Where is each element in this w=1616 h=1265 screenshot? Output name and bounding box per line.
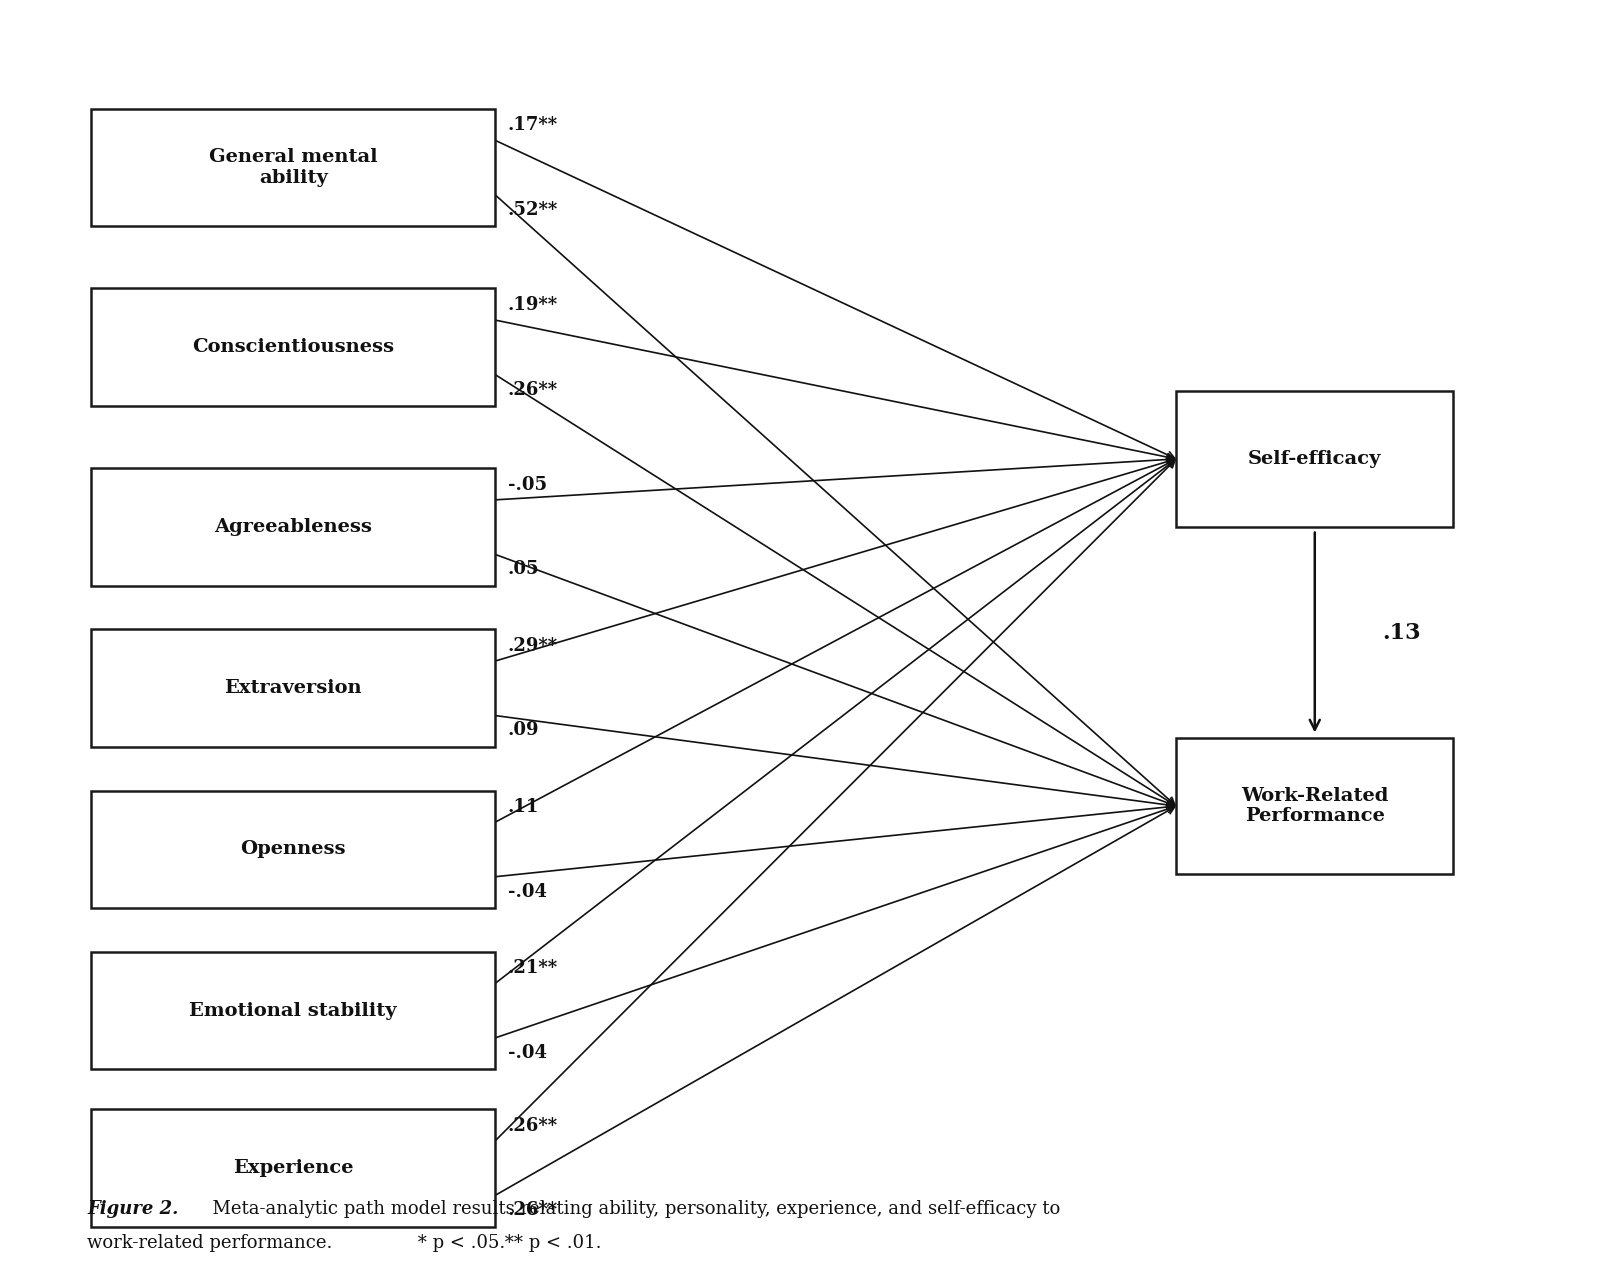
Text: .26**: .26** (507, 1202, 558, 1219)
Text: Meta-analytic path model results relating ability, personality, experience, and : Meta-analytic path model results relatin… (202, 1199, 1060, 1218)
Text: .11: .11 (507, 798, 540, 816)
Text: .19**: .19** (507, 296, 558, 314)
Text: Self-efficacy: Self-efficacy (1248, 450, 1382, 468)
Text: .21**: .21** (507, 959, 558, 978)
Bar (92, 468, 494, 586)
Text: .26**: .26** (507, 381, 558, 398)
Text: .26**: .26** (507, 1117, 558, 1135)
Bar (92, 288, 494, 406)
Bar (92, 109, 494, 226)
Text: -.05: -.05 (507, 476, 548, 493)
Text: .52**: .52** (507, 201, 558, 219)
Text: Experience: Experience (233, 1159, 354, 1176)
Bar (92, 951, 494, 1069)
Text: work-related performance.: work-related performance. (87, 1235, 333, 1252)
Bar (92, 791, 494, 908)
Text: Conscientiousness: Conscientiousness (192, 338, 394, 357)
Text: -.04: -.04 (507, 1044, 546, 1061)
Text: -.04: -.04 (507, 883, 546, 901)
Bar (92, 1109, 494, 1227)
Text: .09: .09 (507, 721, 540, 740)
Bar (1176, 391, 1453, 528)
Text: Work-Related
Performance: Work-Related Performance (1241, 787, 1388, 826)
Text: .17**: .17** (507, 116, 558, 134)
Text: .05: .05 (507, 560, 540, 578)
Text: Openness: Openness (241, 840, 346, 859)
Text: Figure 2.: Figure 2. (87, 1199, 179, 1218)
Text: ** p < .01.: ** p < .01. (499, 1235, 601, 1252)
Text: Extraversion: Extraversion (225, 679, 362, 697)
Text: * p < .05.: * p < .05. (412, 1235, 506, 1252)
Bar (92, 630, 494, 748)
Text: Agreeableness: Agreeableness (215, 519, 372, 536)
Text: .29**: .29** (507, 638, 558, 655)
Text: General mental
ability: General mental ability (208, 148, 378, 187)
Bar (1176, 737, 1453, 874)
Text: .13: .13 (1383, 621, 1420, 644)
Text: Emotional stability: Emotional stability (189, 1002, 398, 1020)
